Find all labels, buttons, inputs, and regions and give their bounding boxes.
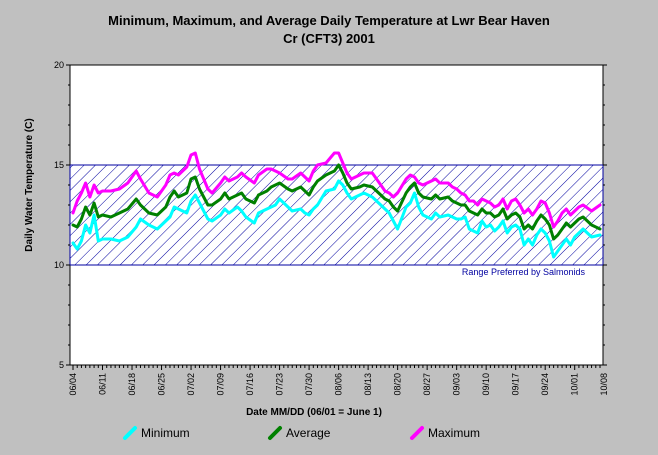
x-tick-label: 06/18 xyxy=(127,373,137,396)
x-axis-label: Date MM/DD (06/01 = June 1) xyxy=(246,407,382,418)
y-tick-label: 20 xyxy=(54,60,64,70)
x-tick-label: 08/20 xyxy=(393,373,403,396)
x-tick-label: 07/30 xyxy=(304,373,314,396)
x-tick-label: 06/04 xyxy=(68,373,78,396)
legend-swatch-minimum xyxy=(123,426,137,440)
preferred-range-label: Range Preferred by Salmonids xyxy=(462,267,586,277)
x-tick-label: 08/13 xyxy=(363,373,373,396)
preferred-range-rect xyxy=(69,164,604,266)
x-tick-label: 07/02 xyxy=(186,373,196,396)
x-tick-label: 07/09 xyxy=(216,373,226,396)
series-line-minimum xyxy=(71,179,602,259)
legend-label-minimum: Minimum xyxy=(141,426,190,440)
x-tick-label: 09/10 xyxy=(481,373,491,396)
series-lines xyxy=(71,151,602,259)
x-tick-label: 08/06 xyxy=(334,373,344,396)
series-line-average xyxy=(71,163,602,241)
chart-title-line1: Minimum, Maximum, and Average Daily Temp… xyxy=(108,13,550,28)
y-tick-label: 15 xyxy=(54,160,64,170)
x-tick-label: 10/08 xyxy=(599,373,609,396)
legend-label-maximum: Maximum xyxy=(428,426,480,440)
chart-title-line2: Cr (CFT3) 2001 xyxy=(283,31,375,46)
x-tick-label: 08/27 xyxy=(422,373,432,396)
x-axis: 06/04 06/11 06/18 06/25 07/02 07/09 07/16 07/23… xyxy=(68,365,609,396)
y-tick-label: 10 xyxy=(54,260,64,270)
x-tick-label: 06/11 xyxy=(98,373,108,395)
y-tick-label: 5 xyxy=(59,360,64,370)
legend-swatch-maximum xyxy=(410,426,424,440)
y-axis-label: Daily Water Temperature (C) xyxy=(24,118,35,251)
x-tick-label: 06/25 xyxy=(157,373,167,396)
x-tick-label: 09/03 xyxy=(452,373,462,396)
y-axis: 5 10 15 20 xyxy=(54,60,607,370)
legend-swatch-average xyxy=(268,426,282,440)
x-tick-label: 07/16 xyxy=(245,373,255,396)
x-tick-label: 10/01 xyxy=(570,373,580,396)
legend-label-average: Average xyxy=(286,426,331,440)
x-tick-label: 07/23 xyxy=(275,373,285,396)
legend: Minimum Average Maximum xyxy=(123,426,480,440)
x-tick-label: 09/17 xyxy=(511,373,521,396)
x-tick-label: 09/24 xyxy=(540,373,550,396)
series-line-maximum xyxy=(71,151,602,229)
